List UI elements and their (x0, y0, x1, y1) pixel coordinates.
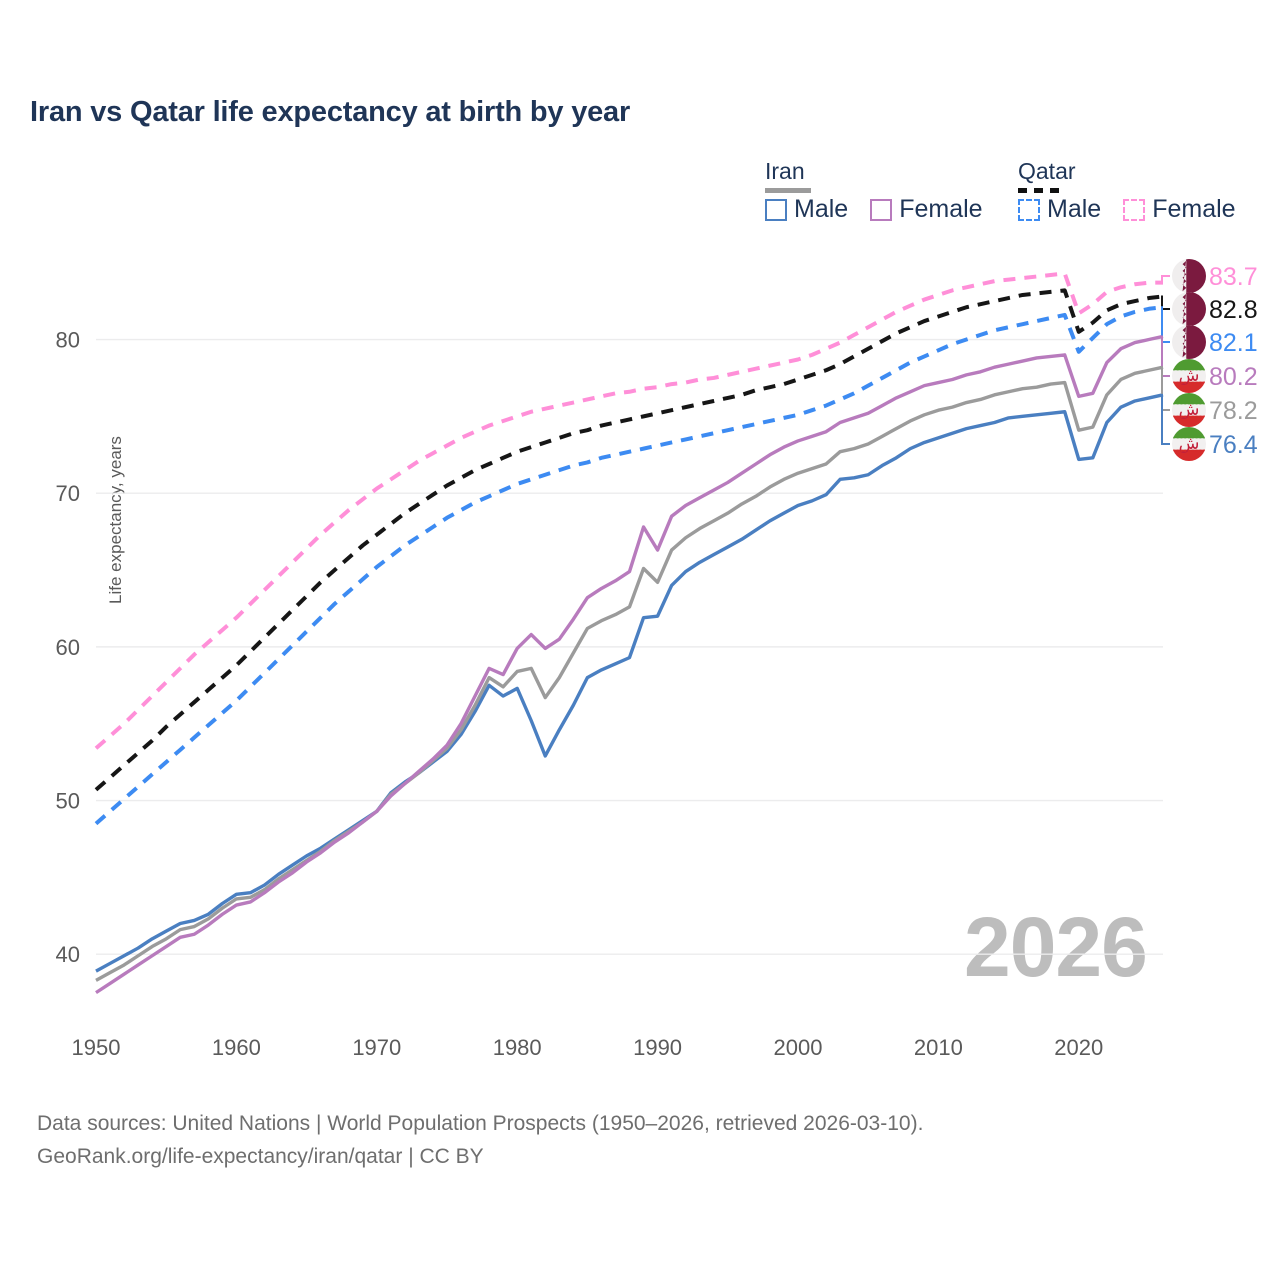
svg-text:ش: ش (1179, 400, 1200, 420)
year-watermark: 2026 (964, 900, 1148, 994)
legend-item-iran-female[interactable]: Female (870, 195, 983, 223)
series-line-iran-male (95, 393, 1164, 973)
y-tick-label: 80 (56, 328, 80, 353)
legend-label-iran-male: Male (794, 195, 849, 223)
legend-label-qatar-female: Female (1152, 195, 1236, 223)
legend-swatch-iran-male (765, 198, 787, 221)
legend-label-qatar-male: Male (1047, 195, 1102, 223)
qatar-flag-icon (1172, 259, 1206, 293)
end-label-value: 78.2 (1209, 397, 1258, 425)
y-tick-label: 40 (56, 942, 80, 967)
series-line-iran-total (95, 365, 1164, 982)
legend-item-qatar-female[interactable]: Female (1123, 195, 1236, 223)
end-label-connector (1161, 275, 1170, 284)
legend-swatch-iran-female (870, 198, 893, 221)
iran-flag-icon: ش (1172, 427, 1206, 461)
qatar-flag-icon (1172, 292, 1206, 326)
legend-items-qatar: Male Female (1018, 197, 1236, 222)
x-tick-label: 1970 (352, 1035, 401, 1060)
x-tick-label: 2000 (773, 1035, 822, 1060)
legend-rule-qatar (1018, 188, 1064, 193)
end-label-value: 83.7 (1209, 263, 1258, 291)
iran-flag-icon: ش (1172, 359, 1206, 393)
legend-swatch-qatar-female (1123, 198, 1146, 221)
legend-heading-iran-label: Iran (765, 158, 805, 184)
end-label-connector (1161, 366, 1170, 411)
end-label-connector (1161, 295, 1170, 310)
y-tick-label: 70 (56, 481, 80, 506)
data-series (94, 271, 1164, 995)
end-label-value: 82.1 (1209, 329, 1258, 357)
svg-text:ش: ش (1179, 366, 1200, 386)
iran-flag-icon: ش (1172, 393, 1206, 427)
qatar-flag-icon (1172, 325, 1206, 359)
legend-item-qatar-male[interactable]: Male (1018, 197, 1101, 222)
legend-heading-qatar-label: Qatar (1018, 158, 1076, 184)
end-label-value: 82.8 (1209, 296, 1258, 324)
footer-line-2: GeoRank.org/life-expectancy/iran/qatar |… (37, 1144, 484, 1168)
footer-line-1: Data sources: United Nations | World Pop… (37, 1112, 924, 1135)
legend-item-iran-male[interactable]: Male (765, 197, 848, 222)
end-label-connector (1161, 306, 1170, 343)
x-tick-label: 2010 (914, 1035, 963, 1060)
plot-area: 40 50 60 70 80 1950 1960 1970 1980 1990 2000 2010 2… (56, 259, 1258, 1060)
x-tick-label: 2020 (1054, 1035, 1103, 1060)
legend-group-qatar: Qatar Male Female (1018, 160, 1236, 222)
series-line-qatar-female (94, 271, 1163, 750)
end-label-value: 80.2 (1209, 363, 1258, 391)
x-tick-label: 1990 (633, 1035, 682, 1060)
end-labels: 83.7 82.8 82.1 ش 80.2 ش 78.2 ش 76.4 (1172, 259, 1258, 461)
svg-text:ش: ش (1179, 434, 1200, 454)
x-tick-label: 1960 (212, 1035, 261, 1060)
x-tick-label: 1980 (493, 1035, 542, 1060)
footer-credits: Data sources: United Nations | World Pop… (37, 1108, 923, 1173)
legend-label-iran-female: Female (899, 195, 983, 223)
legend-rule-iran (765, 188, 811, 193)
series-line-qatar-total (94, 288, 1164, 792)
end-label-value: 76.4 (1209, 431, 1258, 459)
legend-heading-iran: Iran (765, 160, 811, 196)
gridlines (96, 338, 1163, 955)
series-line-iran-female (95, 334, 1164, 995)
series-line-qatar-male (94, 305, 1164, 826)
legend-heading-qatar: Qatar (1018, 160, 1076, 196)
chart-legend: Iran Male Female Qatar (765, 160, 1265, 240)
end-label-connector (1161, 335, 1170, 377)
y-tick-label: 50 (56, 789, 80, 814)
chart-title: Iran vs Qatar life expectancy at birth b… (30, 96, 631, 128)
end-label-connector (1161, 393, 1170, 445)
legend-group-iran: Iran Male Female (765, 160, 983, 222)
legend-swatch-qatar-male (1018, 198, 1040, 221)
y-axis-ticks: 40 50 60 70 80 (56, 328, 80, 968)
x-axis-ticks: 1950 1960 1970 1980 1990 2000 2010 2020 (72, 1035, 1104, 1060)
end-label-connectors (1161, 275, 1170, 445)
x-tick-label: 1950 (72, 1035, 121, 1060)
legend-items-iran: Male Female (765, 197, 983, 222)
y-tick-label: 60 (56, 635, 80, 660)
